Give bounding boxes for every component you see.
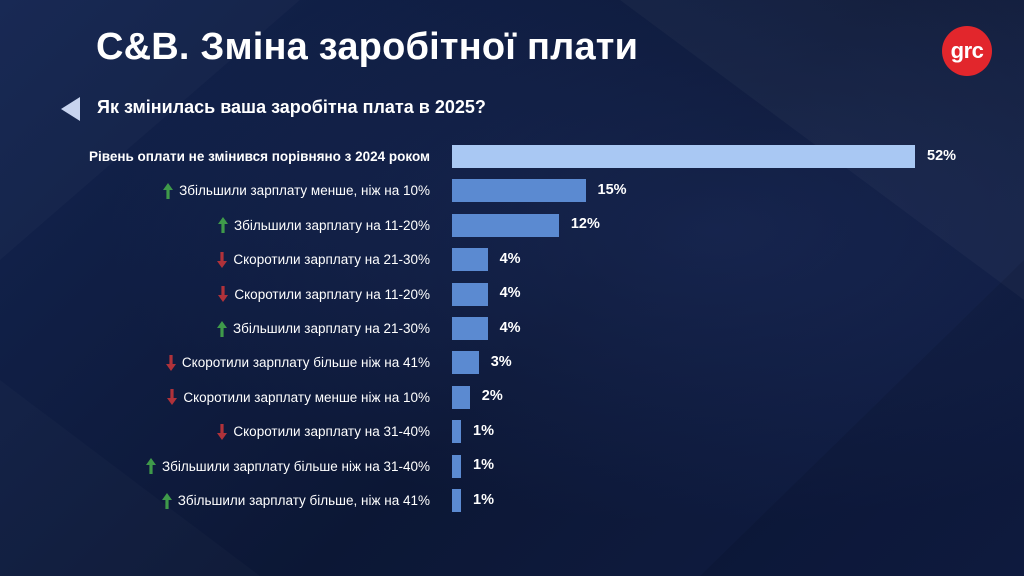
data-label: 3% <box>490 353 512 370</box>
category-label: Скоротили зарплату на 11-20% <box>217 284 430 304</box>
category-label: Збільшили зарплату більше, ніж на 41% <box>161 491 430 511</box>
category-label: Збільшили зарплату на 21-30% <box>216 319 430 339</box>
category-label-text: Збільшили зарплату менше, ніж на 10% <box>179 183 430 199</box>
category-label: Скоротили зарплату на 21-30% <box>216 250 430 270</box>
category-label-text: Скоротили зарплату на 11-20% <box>234 286 430 302</box>
category-label-text: Збільшили зарплату на 11-20% <box>233 217 430 233</box>
category-label-text: Скоротили зарплату на 31-40% <box>233 424 430 440</box>
up-arrow-icon <box>161 492 172 509</box>
bar <box>452 248 488 272</box>
data-label: 4% <box>499 285 521 302</box>
data-label: 1% <box>473 457 494 474</box>
bar <box>452 351 479 375</box>
down-arrow-icon <box>218 286 229 303</box>
category-label: Рівень оплати не змінився порівняно з 20… <box>89 147 430 167</box>
category-label-text: Збільшили зарплату на 21-30% <box>232 321 430 336</box>
bar <box>452 385 470 409</box>
category-label: Скоротили зарплату більше ніж на 41% <box>165 353 430 373</box>
data-label: 1% <box>473 491 494 508</box>
category-label: Скоротили зарплату менше ніж на 10% <box>166 387 430 407</box>
logo-text: grc <box>950 38 984 63</box>
down-arrow-icon <box>167 389 178 406</box>
up-arrow-icon <box>217 217 228 234</box>
bar <box>452 145 915 168</box>
category-label-text: Скоротили зарплату на 21-30% <box>233 252 430 268</box>
bar <box>452 213 559 237</box>
data-label: 4% <box>499 319 521 336</box>
bar <box>452 179 586 203</box>
data-label: 1% <box>473 422 494 439</box>
chart-question: Як змінилась ваша заробітна плата в 2025… <box>97 97 486 117</box>
category-label-text: Рівень оплати не змінився порівняно з 20… <box>88 149 430 164</box>
back-triangle-icon[interactable] <box>58 96 84 122</box>
bar <box>452 282 488 306</box>
up-arrow-icon <box>146 458 156 475</box>
up-arrow-icon <box>216 320 227 337</box>
down-arrow-icon <box>217 251 228 268</box>
page-title: C&B. Зміна заробітної плати <box>96 26 639 68</box>
grc-logo: grc <box>942 26 992 76</box>
category-label-text: Скоротили зарплату менше ніж на 10% <box>183 389 430 405</box>
bar <box>452 454 461 478</box>
data-label: 52% <box>927 147 957 164</box>
down-arrow-icon <box>165 354 176 371</box>
data-label: 15% <box>597 181 627 198</box>
bar <box>452 489 461 512</box>
data-label: 4% <box>499 250 521 267</box>
down-arrow-icon <box>217 423 228 440</box>
up-arrow-icon <box>163 182 174 199</box>
category-label-text: Збільшили зарплату більше ніж на 31-40% <box>162 458 430 474</box>
category-label-text: Скоротили зарплату більше ніж на 41% <box>181 355 430 371</box>
bar <box>452 420 461 444</box>
category-label: Збільшили зарплату більше ніж на 31-40% <box>145 456 430 476</box>
bar <box>452 317 488 340</box>
data-label: 2% <box>481 388 503 405</box>
data-label: 12% <box>570 216 600 233</box>
category-label-text: Збільшили зарплату більше, ніж на 41% <box>177 493 430 508</box>
category-label: Збільшили зарплату менше, ніж на 10% <box>162 181 430 201</box>
category-label: Збільшили зарплату на 11-20% <box>217 215 430 235</box>
category-label: Скоротили зарплату на 31-40% <box>216 422 430 442</box>
